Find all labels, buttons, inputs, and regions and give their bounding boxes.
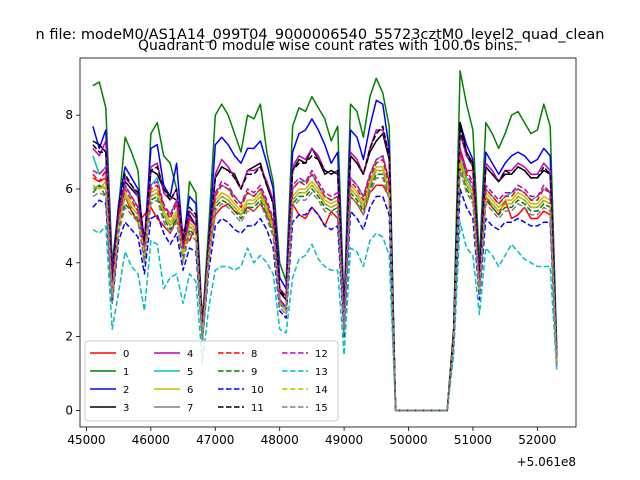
legend-label-14: 14 (315, 385, 328, 396)
legend-label-6: 6 (187, 385, 193, 396)
legend-box (84, 340, 339, 422)
series-line-15 (92, 169, 558, 412)
legend-label-5: 5 (187, 367, 193, 378)
legend-label-11: 11 (251, 403, 264, 414)
y-axis: 0 2 4 6 8 (65, 108, 80, 417)
legend-label-4: 4 (187, 349, 193, 360)
legend-label-2: 2 (123, 385, 129, 396)
legend-label-15: 15 (315, 403, 328, 414)
series-line-13 (92, 221, 558, 412)
legend-label-12: 12 (315, 349, 328, 360)
chart-suptitle: n file: modeM0/AS1A14_099T04_9000006540_… (36, 27, 605, 43)
legend-label-1: 1 (123, 367, 129, 378)
x-tick-label: 46000 (132, 433, 170, 447)
x-tick-label: 45000 (67, 433, 105, 447)
x-tick-label: 51000 (454, 433, 492, 447)
x-tick-label: 47000 (196, 433, 234, 447)
legend-label-0: 0 (123, 349, 129, 360)
series-line-11 (92, 125, 558, 412)
x-tick-label: 52000 (518, 433, 556, 447)
series-lines (92, 70, 558, 412)
x-tick-label: 50000 (389, 433, 427, 447)
x-tick-label: 48000 (261, 433, 299, 447)
axes-frame (79, 57, 577, 428)
legend-label-13: 13 (315, 367, 328, 378)
x-axis: 45000 46000 47000 48000 49000 50000 51000 52000 (67, 427, 556, 447)
x-offset-label: +5.061e8 (517, 455, 576, 469)
y-tick-label: 0 (65, 403, 73, 417)
legend-label-10: 10 (251, 385, 264, 396)
y-tick-label: 8 (65, 108, 73, 122)
legend-label-8: 8 (251, 349, 257, 360)
legend-label-3: 3 (123, 403, 129, 414)
legend-label-9: 9 (251, 367, 257, 378)
series-line-10 (92, 188, 558, 412)
x-tick-label: 49000 (325, 433, 363, 447)
chart-title: Quadrant 0 module wise count rates with … (138, 38, 518, 54)
y-tick-label: 2 (65, 330, 73, 344)
y-tick-label: 6 (65, 182, 73, 196)
y-tick-label: 4 (65, 256, 73, 270)
legend-label-7: 7 (187, 403, 193, 414)
